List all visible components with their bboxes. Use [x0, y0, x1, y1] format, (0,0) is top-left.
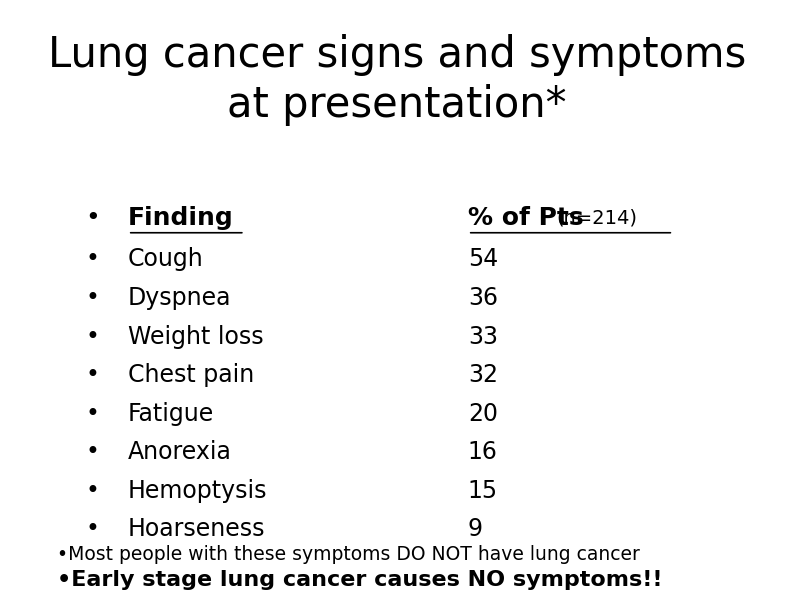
Text: 15: 15 — [468, 479, 498, 503]
Text: •: • — [86, 363, 99, 387]
Text: Lung cancer signs and symptoms
at presentation*: Lung cancer signs and symptoms at presen… — [48, 34, 746, 126]
Text: 33: 33 — [468, 325, 498, 349]
Text: Weight loss: Weight loss — [128, 325, 264, 349]
Text: (n=214): (n=214) — [557, 209, 638, 228]
Text: Cough: Cough — [128, 247, 203, 271]
Text: Dyspnea: Dyspnea — [128, 286, 231, 310]
Text: •: • — [86, 440, 99, 464]
Text: 16: 16 — [468, 440, 498, 464]
Text: •Most people with these symptoms DO NOT have lung cancer: •Most people with these symptoms DO NOT … — [57, 545, 640, 564]
Text: 54: 54 — [468, 247, 498, 271]
Text: 32: 32 — [468, 363, 498, 387]
Text: •: • — [86, 479, 99, 503]
Text: 36: 36 — [468, 286, 498, 310]
Text: Fatigue: Fatigue — [128, 402, 214, 426]
Text: Anorexia: Anorexia — [128, 440, 232, 464]
Text: 9: 9 — [468, 517, 483, 541]
Text: Chest pain: Chest pain — [128, 363, 254, 387]
Text: % of Pts: % of Pts — [468, 206, 584, 230]
Text: •Early stage lung cancer causes NO symptoms!!: •Early stage lung cancer causes NO sympt… — [57, 570, 662, 590]
Text: •: • — [86, 402, 99, 426]
Text: Hoarseness: Hoarseness — [128, 517, 265, 541]
Text: •: • — [86, 325, 99, 349]
Text: 20: 20 — [468, 402, 498, 426]
Text: •: • — [86, 247, 99, 271]
Text: Hemoptysis: Hemoptysis — [128, 479, 268, 503]
Text: •: • — [86, 286, 99, 310]
Text: •: • — [86, 517, 99, 541]
Text: Finding: Finding — [128, 206, 233, 230]
Text: •: • — [85, 206, 100, 230]
